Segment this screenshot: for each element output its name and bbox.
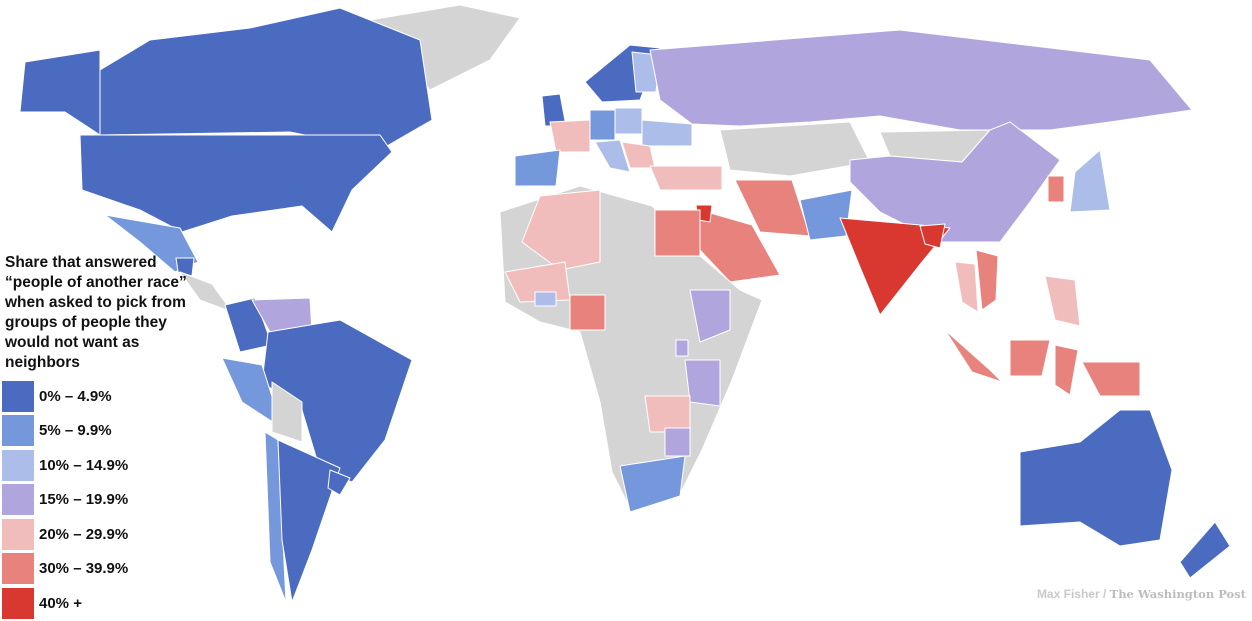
legend-title: Share that answered “people of another r…: [5, 254, 187, 371]
region-borneo: [1009, 339, 1051, 377]
legend-item: 30% – 39.9%: [2, 552, 212, 587]
region-south-africa: [619, 455, 686, 513]
region-tanzania: [684, 359, 721, 407]
region-italy: [594, 139, 631, 173]
legend-swatch: [2, 380, 34, 412]
region-france: [549, 119, 591, 153]
region-china: [849, 121, 1061, 243]
legend-label: 20% – 29.9%: [39, 525, 129, 543]
legend-swatch: [2, 518, 34, 550]
region-germany: [589, 109, 616, 141]
region-canada: [99, 7, 433, 151]
region-sumatra: [944, 329, 1003, 383]
region-bolivia: [271, 381, 303, 443]
legend-label: 15% – 19.9%: [39, 491, 129, 509]
region-algeria: [521, 189, 601, 271]
region-argentina: [277, 439, 341, 603]
legend-label: 10% – 14.9%: [39, 456, 129, 474]
region-india: [839, 217, 951, 316]
legend-swatch: [2, 484, 34, 516]
region-turkey: [649, 165, 723, 191]
legend-swatch: [2, 587, 34, 619]
region-burkina-faso: [534, 291, 557, 307]
region-new-guinea: [1081, 361, 1141, 397]
region-japan: [1069, 149, 1111, 213]
region-usa: [79, 134, 393, 233]
legend-label: 0% – 4.9%: [39, 387, 112, 405]
region-poland: [614, 107, 643, 135]
region-russia: [649, 29, 1193, 131]
legend-item: 15% – 19.9%: [2, 483, 212, 518]
region-alaska: [19, 49, 101, 136]
credit: Max Fisher / The Washington Post: [1037, 587, 1246, 601]
legend-item: 20% – 29.9%: [2, 517, 212, 552]
region-zimbabwe: [664, 427, 691, 457]
region-ukraine: [641, 119, 693, 147]
legend-label: 5% – 9.9%: [39, 422, 112, 440]
region-egypt: [654, 209, 701, 257]
publisher-logo: The Washington Post: [1109, 587, 1246, 601]
legend-swatch: [2, 415, 34, 447]
region-new-zealand: [1179, 521, 1231, 579]
legend-swatch: [2, 553, 34, 585]
legend: Share that answered “people of another r…: [2, 253, 212, 621]
region-philippines: [1044, 275, 1081, 327]
region-south-korea: [1047, 175, 1065, 203]
legend-item: 0% – 4.9%: [2, 379, 212, 414]
region-nigeria: [569, 294, 606, 331]
region-ethiopia: [689, 289, 731, 343]
region-rwanda: [675, 339, 689, 357]
region-thailand: [954, 261, 979, 313]
region-zambia: [644, 395, 691, 433]
legend-item: 40% +: [2, 586, 212, 621]
legend-swatch: [2, 449, 34, 481]
region-australia: [1019, 409, 1173, 547]
region-spain: [514, 149, 561, 187]
region-pakistan: [799, 189, 853, 241]
region-sulawesi: [1054, 344, 1079, 396]
region-vietnam: [975, 249, 999, 311]
region-uruguay: [327, 469, 351, 496]
region-kazakhstan: [719, 121, 871, 177]
legend-item: 5% – 9.9%: [2, 414, 212, 449]
legend-label: 40% +: [39, 594, 82, 612]
credit-author: Max Fisher /: [1036, 587, 1107, 601]
region-bangladesh: [919, 223, 946, 249]
legend-item: 10% – 14.9%: [2, 448, 212, 483]
region-chile: [264, 431, 287, 603]
legend-label: 30% – 39.9%: [39, 560, 129, 578]
